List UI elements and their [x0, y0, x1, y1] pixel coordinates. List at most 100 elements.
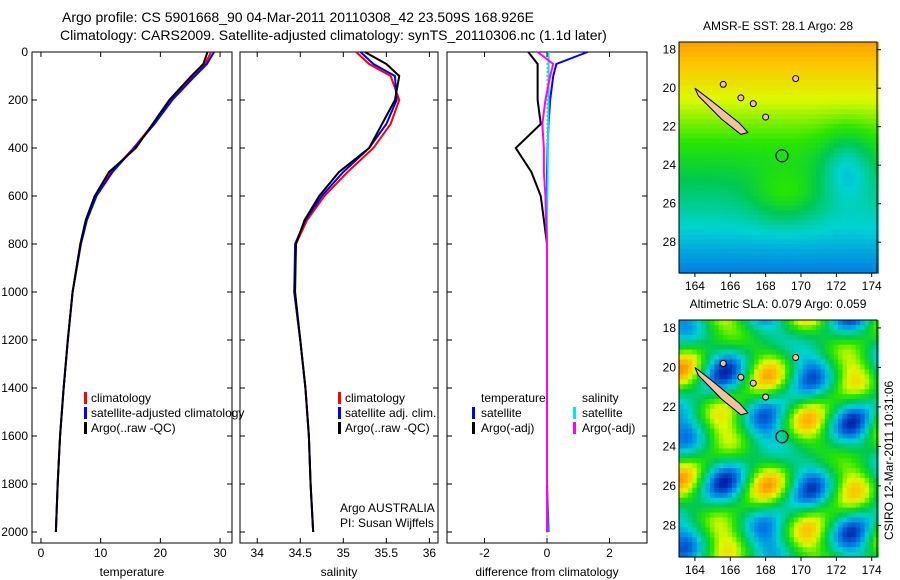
- map-cell: [714, 527, 720, 533]
- map-cell: [705, 171, 712, 178]
- map-cell: [740, 61, 747, 67]
- map-cell: [754, 114, 760, 120]
- map-cell: [723, 215, 729, 221]
- map-cell: [727, 196, 734, 202]
- map-cell: [727, 244, 734, 250]
- map-cell: [798, 527, 804, 533]
- map-cell: [869, 94, 875, 101]
- map-cell: [749, 176, 756, 183]
- map-cell: [745, 492, 751, 499]
- map-cell: [776, 354, 782, 361]
- map-cell: [785, 210, 791, 216]
- map-cell: [683, 448, 689, 454]
- map-cell: [727, 428, 734, 435]
- map-cell: [869, 448, 875, 454]
- map-cell: [767, 463, 773, 469]
- map-cell: [820, 334, 826, 341]
- map-cell: [873, 258, 879, 265]
- map-cell: [846, 394, 853, 400]
- map-cell: [816, 196, 822, 202]
- map-cell: [705, 147, 712, 154]
- map-cell: [687, 51, 694, 58]
- map-cell: [798, 399, 804, 405]
- map-cell: [701, 104, 707, 111]
- map-cell: [749, 51, 756, 58]
- map-cell: [829, 408, 835, 415]
- map-cell: [705, 364, 712, 370]
- map-cell: [833, 458, 840, 464]
- map-cell: [869, 200, 875, 207]
- map-cell: [820, 517, 826, 523]
- map-cell: [771, 157, 778, 163]
- map-cell: [762, 90, 769, 96]
- map-cell: [714, 263, 720, 269]
- map-cell: [745, 413, 751, 420]
- map-cell: [740, 389, 747, 395]
- map-cell: [789, 215, 795, 221]
- map-cell: [838, 268, 844, 274]
- map-cell: [869, 70, 875, 77]
- map-cell: [692, 56, 698, 62]
- map-cell: [771, 253, 778, 260]
- map-cell: [851, 114, 857, 120]
- map-cell: [745, 147, 751, 154]
- map-cell: [838, 224, 844, 231]
- map-cell: [855, 239, 862, 245]
- map-cell: [749, 374, 756, 380]
- map-cell: [771, 234, 778, 240]
- map-cell: [855, 423, 862, 430]
- map-cell: [802, 364, 809, 370]
- map-cell: [714, 152, 720, 159]
- map-cell: [846, 537, 853, 543]
- map-cell: [789, 128, 795, 135]
- map-cell: [829, 167, 835, 173]
- map-cell: [780, 433, 787, 440]
- map-cell: [824, 200, 831, 207]
- map-cell: [842, 167, 849, 173]
- map-cell: [754, 46, 760, 53]
- map-cell: [701, 359, 707, 365]
- map-cell: [780, 537, 787, 543]
- map-cell: [793, 186, 800, 192]
- map-cell: [785, 374, 791, 380]
- map-cell: [732, 542, 738, 548]
- map-cell: [758, 532, 765, 538]
- map-cell: [709, 542, 716, 548]
- map-cell: [820, 176, 826, 183]
- map-cell: [709, 224, 716, 231]
- map-cell: [851, 205, 857, 212]
- map-cell: [767, 413, 773, 420]
- map-cell: [869, 234, 875, 240]
- map-cell: [807, 478, 813, 484]
- map-cell: [736, 487, 742, 494]
- map-cell: [771, 478, 778, 484]
- map-cell: [869, 468, 875, 474]
- map-cell: [723, 248, 729, 255]
- map-cell: [811, 186, 818, 192]
- map-cell: [696, 80, 703, 86]
- map-cell: [785, 263, 791, 269]
- map-cell: [776, 42, 782, 48]
- map-cell: [709, 114, 716, 120]
- map-cell: [824, 133, 831, 139]
- map-cell: [860, 99, 866, 106]
- map-cell: [679, 349, 685, 356]
- map-cell: [687, 522, 694, 528]
- map-cell: [745, 369, 751, 375]
- map-cell: [771, 248, 778, 255]
- legend-label: satellite adj. clim.: [345, 406, 436, 420]
- map-cell: [816, 329, 822, 336]
- zero-dotted-line: [546, 51, 548, 53]
- map-cell: [740, 423, 747, 430]
- map-cell: [696, 253, 703, 260]
- map-cell: [846, 438, 853, 444]
- map-cell: [869, 320, 875, 326]
- map-cell: [767, 66, 773, 72]
- map-cell: [740, 453, 747, 459]
- map-cell: [802, 349, 809, 356]
- map-cell: [701, 492, 707, 499]
- map-cell: [705, 369, 712, 375]
- map-cell: [736, 109, 742, 115]
- map-cell: [736, 215, 742, 221]
